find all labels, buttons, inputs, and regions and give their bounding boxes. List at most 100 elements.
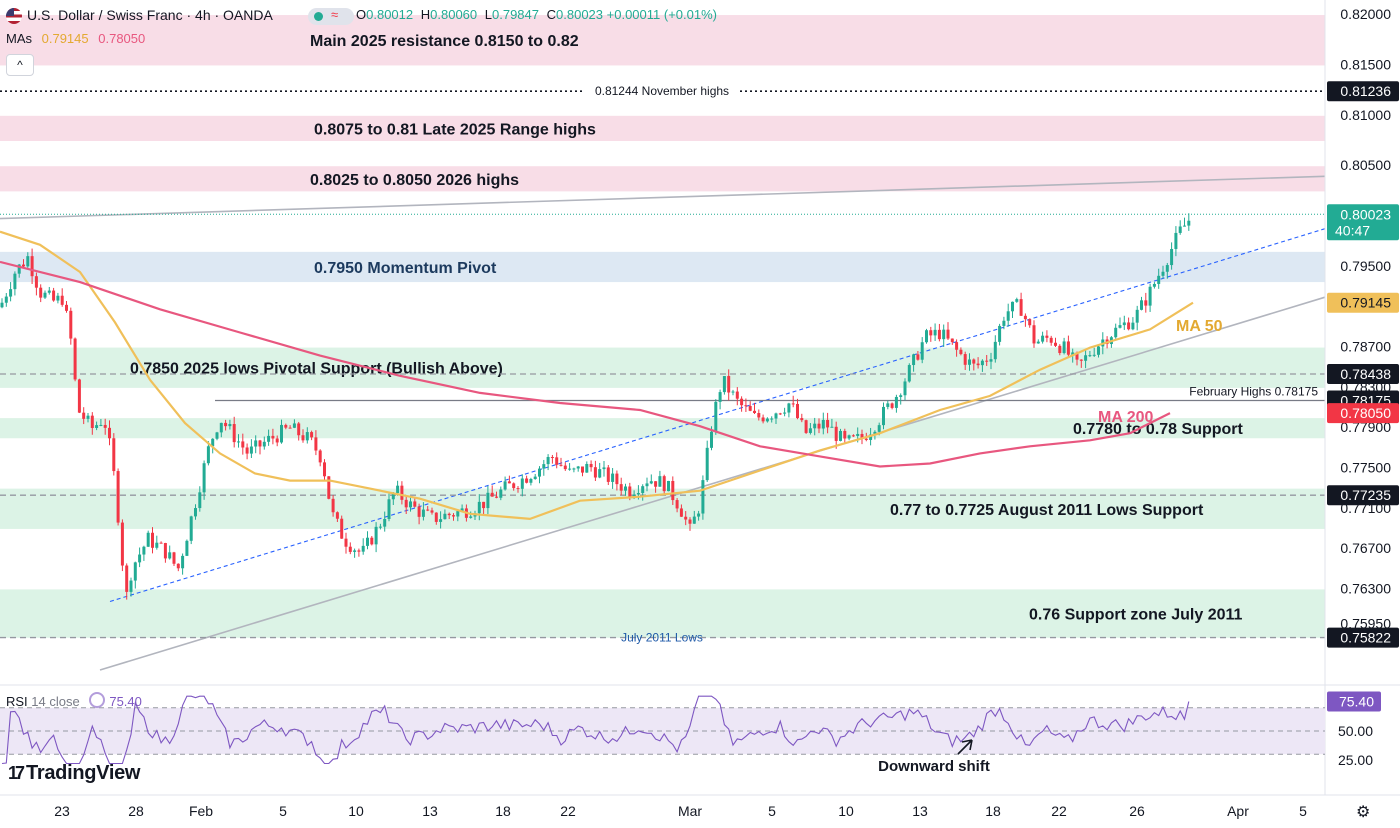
legend-visibility-toggle[interactable]: ≈ <box>308 7 354 25</box>
ma200-price-tag-bg <box>1327 403 1399 424</box>
candle-body <box>955 342 959 350</box>
rsi-tick-label: 25.00 <box>1338 752 1373 768</box>
candle-body <box>1041 335 1045 342</box>
candle-body <box>103 424 107 428</box>
candle-body <box>292 423 296 428</box>
tradingview-logo-text: TradingView <box>26 762 141 784</box>
candle-body <box>284 424 288 428</box>
candle-body <box>697 513 701 517</box>
candle-body <box>598 469 602 478</box>
candle-body <box>1079 359 1083 361</box>
rsi-tick-label: 50.00 <box>1338 723 1373 739</box>
candle-body <box>512 483 516 489</box>
candle-body <box>942 329 946 340</box>
candle-body <box>9 289 13 297</box>
low-label: L <box>484 7 492 22</box>
candle-body <box>753 410 756 414</box>
level-price-tag: 0.77235 <box>1340 487 1391 503</box>
candle-body <box>770 418 774 420</box>
candle-body <box>400 485 404 500</box>
candle-body <box>146 532 150 547</box>
candle-body <box>228 424 232 427</box>
candle-body <box>1178 226 1182 233</box>
time-tick-label: 10 <box>348 803 364 819</box>
candle-body <box>1170 248 1174 266</box>
candle-body <box>1019 299 1023 316</box>
candle-body <box>378 526 382 528</box>
candle-body <box>679 508 683 517</box>
rsi-label: RSI <box>6 694 28 709</box>
candle-body <box>899 395 903 397</box>
candle-body <box>641 486 645 494</box>
candle-body <box>1075 352 1079 360</box>
candle-body <box>434 512 438 522</box>
candle-body <box>1032 325 1036 344</box>
candle-body <box>804 420 808 433</box>
candle-body <box>1062 341 1066 354</box>
ma-legend[interactable]: MAs 0.79145 0.78050 <box>6 31 151 46</box>
candle-body <box>1006 311 1010 321</box>
zone-band <box>0 115 1325 142</box>
candle-body <box>1157 275 1161 284</box>
candle-body <box>477 501 481 514</box>
candle-body <box>778 413 782 415</box>
candle-body <box>976 363 980 366</box>
symbol-title[interactable]: U.S. Dollar / Swiss Franc · 4h · OANDA <box>27 7 273 23</box>
candle-body <box>722 376 726 393</box>
candle-body <box>176 563 180 569</box>
candle-body <box>546 456 550 465</box>
candle-body <box>929 330 933 336</box>
time-tick-label: Apr <box>1227 803 1249 819</box>
candle-body <box>555 457 559 465</box>
candle-body <box>890 403 894 408</box>
rsi-settings-icon[interactable] <box>89 692 106 708</box>
wave-icon: ≈ <box>331 7 339 22</box>
candle-body <box>245 447 249 454</box>
rsi-legend[interactable]: RSI 14 close 75.40 <box>6 692 142 709</box>
candle-body <box>658 476 662 487</box>
candle-body <box>331 498 335 513</box>
collapse-legend-button[interactable]: ^ <box>6 54 34 76</box>
candle-body <box>602 467 606 470</box>
level-price-tag: 0.81236 <box>1340 83 1391 99</box>
candle-body <box>783 412 787 414</box>
candle-body <box>851 435 855 437</box>
candle-body <box>370 537 374 545</box>
candle-body <box>542 464 546 469</box>
candle-body <box>254 440 258 447</box>
candle-body <box>765 418 769 422</box>
zone-label: 0.8075 to 0.81 Late 2025 Range highs <box>314 121 596 138</box>
candle-body <box>744 405 748 407</box>
candle-body <box>912 354 916 366</box>
candle-body <box>1049 337 1053 343</box>
candle-body <box>886 403 890 407</box>
rsi-value: 75.40 <box>109 694 142 709</box>
candle-body <box>903 381 907 396</box>
downward-shift-annotation: Downward shift <box>878 758 990 775</box>
zone-label: 0.77 to 0.7725 August 2011 Lows Support <box>890 502 1204 519</box>
chart-header: U.S. Dollar / Swiss Franc · 4h · OANDA <box>27 7 273 23</box>
high-label: H <box>420 7 431 22</box>
candle-body <box>946 329 950 339</box>
candle-body <box>443 513 447 520</box>
candle-body <box>215 432 219 439</box>
candle-body <box>335 512 339 519</box>
zone-band <box>0 589 1325 638</box>
ma-label: MAs <box>6 31 32 46</box>
candle-body <box>516 488 520 490</box>
candle-body <box>796 403 799 419</box>
price-tick-label: 0.77900 <box>1340 419 1391 435</box>
candle-body <box>499 489 503 498</box>
price-tick-label: 0.76700 <box>1340 540 1391 556</box>
candle-body <box>813 423 817 429</box>
gear-icon[interactable]: ⚙ <box>1356 804 1371 821</box>
candle-body <box>323 462 326 477</box>
level-price-tag: 0.75822 <box>1340 630 1391 646</box>
candle-body <box>99 424 103 426</box>
candle-body <box>998 325 1002 342</box>
zone-label: 0.7850 2025 lows Pivotal Support (Bullis… <box>130 361 503 378</box>
price-tick-label: 0.77500 <box>1340 459 1391 475</box>
tradingview-logo[interactable]: 17 TradingView <box>8 762 140 785</box>
zone-band <box>0 418 1325 439</box>
